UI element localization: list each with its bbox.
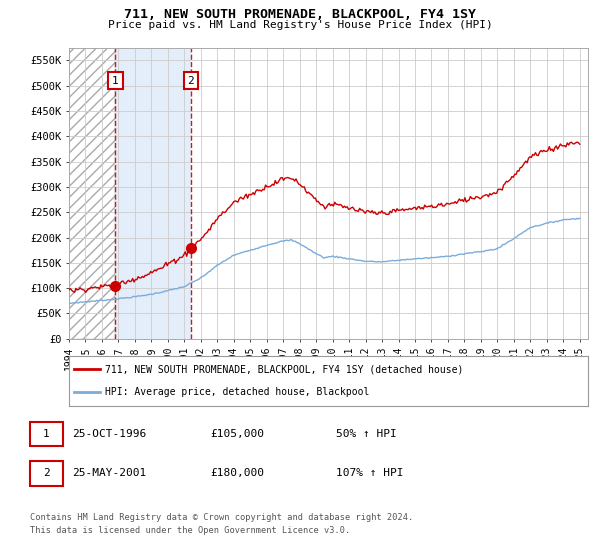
Text: 25-MAY-2001: 25-MAY-2001 — [72, 468, 146, 478]
Bar — [69, 48, 115, 339]
Text: Price paid vs. HM Land Registry's House Price Index (HPI): Price paid vs. HM Land Registry's House … — [107, 20, 493, 30]
Text: This data is licensed under the Open Government Licence v3.0.: This data is licensed under the Open Gov… — [30, 526, 350, 535]
Text: 25-OCT-1996: 25-OCT-1996 — [72, 429, 146, 439]
Text: 711, NEW SOUTH PROMENADE, BLACKPOOL, FY4 1SY (detached house): 711, NEW SOUTH PROMENADE, BLACKPOOL, FY4… — [106, 364, 464, 374]
Text: £105,000: £105,000 — [210, 429, 264, 439]
Text: 2: 2 — [188, 76, 194, 86]
Text: 1: 1 — [43, 429, 50, 439]
Text: 1: 1 — [112, 76, 119, 86]
Bar — [115, 48, 191, 339]
Text: 711, NEW SOUTH PROMENADE, BLACKPOOL, FY4 1SY: 711, NEW SOUTH PROMENADE, BLACKPOOL, FY4… — [124, 8, 476, 21]
Text: HPI: Average price, detached house, Blackpool: HPI: Average price, detached house, Blac… — [106, 388, 370, 398]
Text: £180,000: £180,000 — [210, 468, 264, 478]
Text: 107% ↑ HPI: 107% ↑ HPI — [336, 468, 404, 478]
Text: Contains HM Land Registry data © Crown copyright and database right 2024.: Contains HM Land Registry data © Crown c… — [30, 513, 413, 522]
Text: 2: 2 — [43, 468, 50, 478]
Text: 50% ↑ HPI: 50% ↑ HPI — [336, 429, 397, 439]
